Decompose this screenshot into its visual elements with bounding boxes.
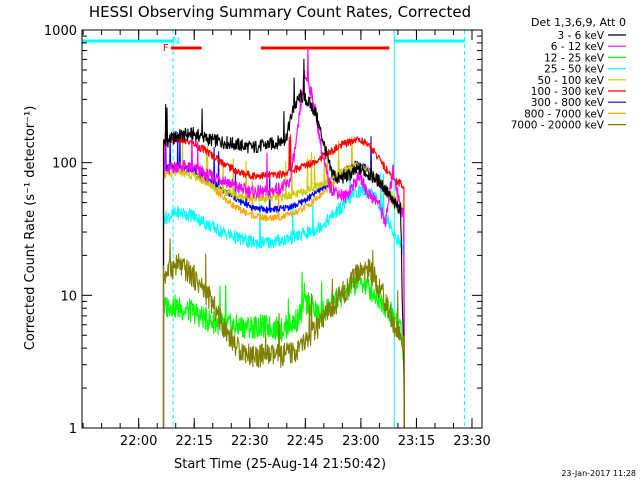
x-tick-label: 23:15 [398,434,435,449]
legend-label: 12 - 25 keV [544,52,605,64]
chart-title: HESSI Observing Summary Count Rates, Cor… [89,3,471,21]
series-line [162,134,405,429]
x-tick-label: 23:30 [453,434,490,449]
flag-letter: N [172,36,179,47]
legend-label: 300 - 800 keV [531,97,605,109]
footer-timestamp: 23-Jan-2017 11:28 [561,469,636,478]
flag-letter: F [163,43,169,54]
legend-label: 7000 - 20000 keV [511,120,605,132]
x-tick-label: 22:45 [287,434,324,449]
y-axis-label: Corrected Count Rate (s⁻¹ detector⁻¹) [23,106,38,351]
y-tick-label: 100 [52,157,77,172]
series-line [162,238,405,429]
x-axis-label: Start Time (25-Aug-14 21:50:42) [174,457,386,472]
x-tick-label: 22:00 [120,434,157,449]
plot-frame [81,29,483,429]
legend-label: 6 - 12 keV [551,41,605,53]
y-tick-label: 10 [60,289,77,304]
axes: 1 10 100 1000 22:00 22:15 22:30 22:45 23:00 23:15… [44,24,491,449]
series-line [162,47,405,429]
x-tick-label: 23:00 [342,434,379,449]
legend-title: Det 1,3,6,9, Att 0 [531,16,626,29]
series-line [162,169,405,429]
legend-label: 800 - 7000 keV [524,108,605,120]
series-line [162,140,405,429]
legend-label: 100 - 300 keV [531,86,605,98]
annotations: FN [81,30,466,428]
series-line [162,268,405,429]
legend-label: 3 - 6 keV [557,30,604,42]
y-tick-label: 1 [69,422,77,437]
y-tick-label: 1000 [44,24,77,39]
legend-label: 50 - 100 keV [537,75,604,87]
series-lines [162,47,405,429]
series-line [162,58,405,429]
x-tick-label: 22:15 [175,434,212,449]
x-tick-label: 22:30 [231,434,268,449]
legend-label: 25 - 50 keV [544,64,605,76]
